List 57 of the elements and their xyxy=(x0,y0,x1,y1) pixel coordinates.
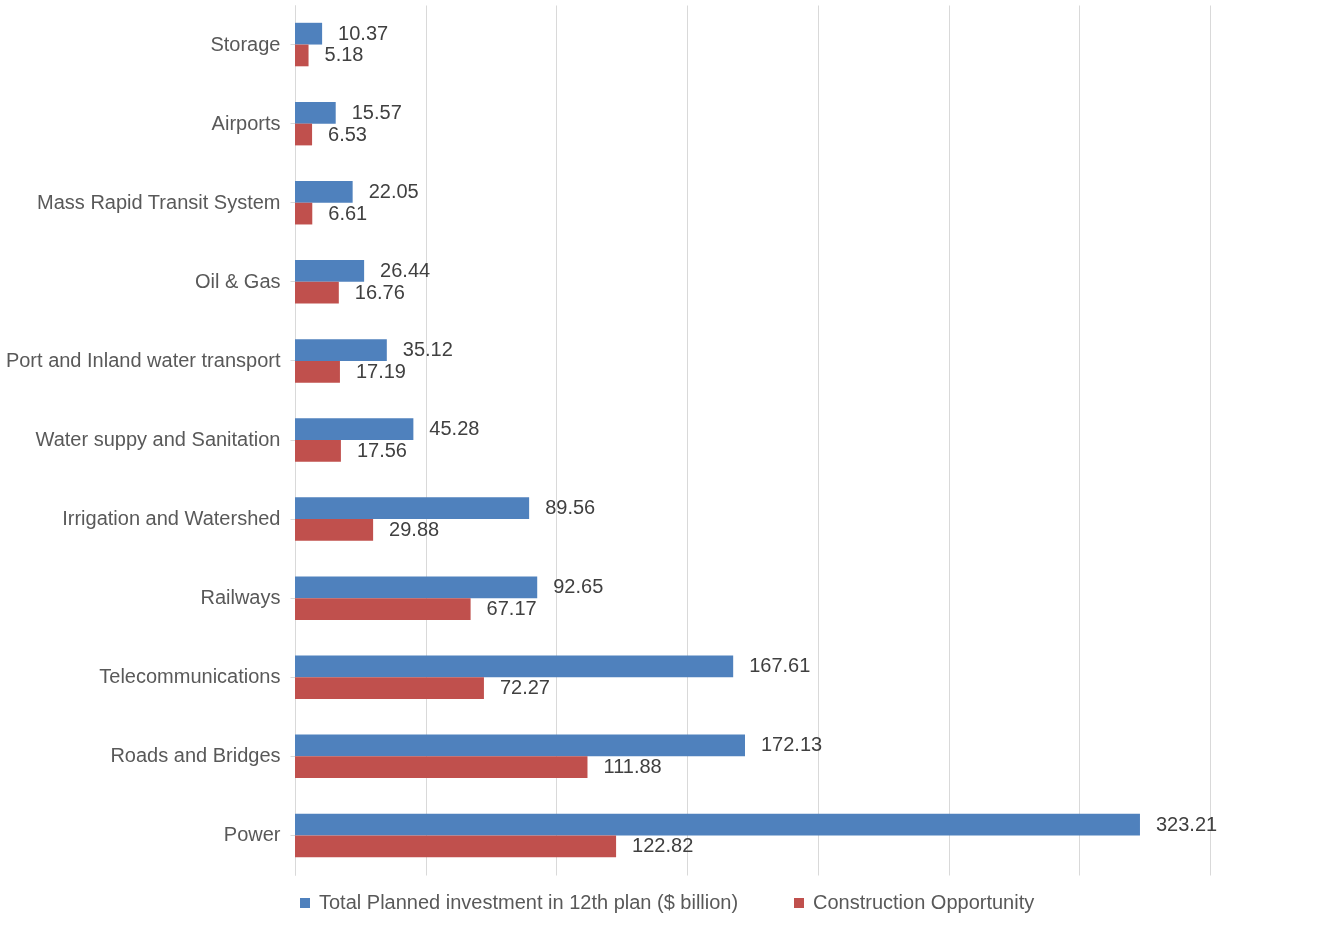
y-tick-label: Telecommunications xyxy=(99,665,281,688)
bar xyxy=(295,44,309,67)
data-label: 17.19 xyxy=(355,359,406,382)
data-label: 92.65 xyxy=(553,575,604,598)
data-label: 111.88 xyxy=(603,755,662,778)
bar xyxy=(295,281,339,304)
bar xyxy=(295,418,414,440)
data-label: 122.82 xyxy=(632,834,694,857)
data-label: 72.27 xyxy=(499,676,550,699)
legend-label: Total Planned investment in 12th plan ($ billion) xyxy=(319,891,739,913)
bar xyxy=(295,655,734,678)
legend-label: Construction Opportunity xyxy=(813,891,1035,913)
y-tick-label: Power xyxy=(223,823,281,846)
y-tick-label: Oil & Gas xyxy=(194,269,281,292)
y-tick-label: Railways xyxy=(200,586,281,609)
bar xyxy=(295,339,387,361)
bar xyxy=(295,202,313,225)
data-label: 6.53 xyxy=(328,122,368,145)
data-label: 323.21 xyxy=(1155,812,1218,835)
y-tick-label: Mass Rapid Transit System xyxy=(37,190,281,213)
bar xyxy=(295,519,374,541)
data-label: 167.61 xyxy=(749,654,811,677)
y-tick-label: Port and Inland water transport xyxy=(5,348,281,371)
bar xyxy=(295,576,538,599)
data-label: 10.37 xyxy=(338,21,389,44)
bar xyxy=(295,180,353,203)
data-label: 22.05 xyxy=(368,179,419,202)
bar xyxy=(295,598,471,620)
y-tick-label: Airports xyxy=(211,111,281,134)
data-label: 29.88 xyxy=(389,517,440,540)
data-label: 17.56 xyxy=(356,438,407,461)
data-label: 15.57 xyxy=(351,100,402,123)
data-label: 16.76 xyxy=(354,280,405,303)
bar xyxy=(295,440,341,462)
bar xyxy=(295,260,365,282)
bar xyxy=(295,123,313,146)
bar xyxy=(295,22,323,45)
bar xyxy=(295,734,745,757)
bar xyxy=(295,835,617,858)
data-label: 5.18 xyxy=(324,43,364,66)
data-label: 89.56 xyxy=(545,496,596,519)
bar xyxy=(295,497,530,520)
bar xyxy=(295,813,1140,836)
bar xyxy=(295,101,336,124)
data-label: 45.28 xyxy=(429,417,480,440)
bar xyxy=(295,756,588,779)
y-tick-label: Water suppy and Sanitation xyxy=(35,428,281,450)
data-label: 67.17 xyxy=(486,597,537,620)
y-tick-label: Roads and Bridges xyxy=(110,744,281,767)
y-tick-label: Storage xyxy=(210,32,281,55)
y-tick-label: Irrigation and Watershed xyxy=(62,507,281,530)
data-label: 35.12 xyxy=(402,338,453,361)
data-label: 6.61 xyxy=(328,201,368,224)
data-label: 26.44 xyxy=(380,258,431,281)
data-label: 172.13 xyxy=(761,733,823,756)
bar xyxy=(295,677,484,700)
bar xyxy=(295,360,340,383)
